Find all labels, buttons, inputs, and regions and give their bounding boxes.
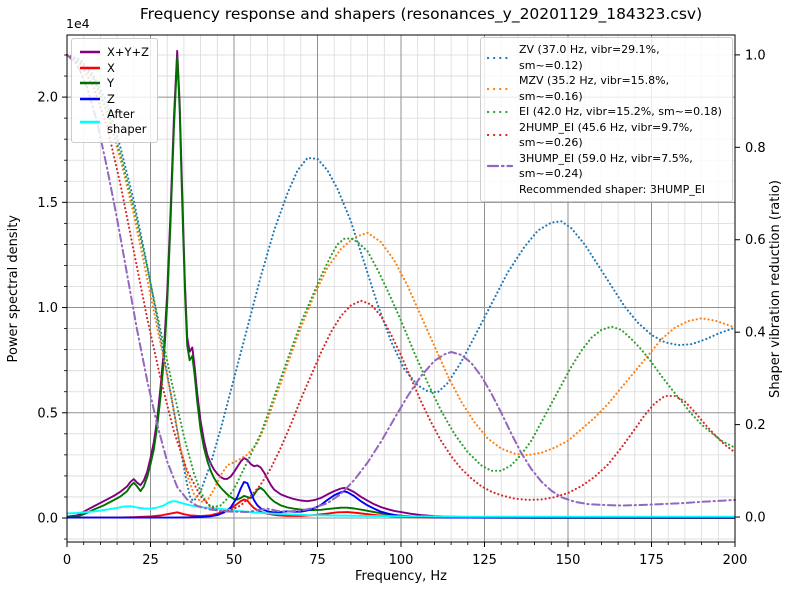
legend-item-label: X (107, 60, 115, 75)
tick-label: 0.2 (745, 418, 766, 433)
series-zv (65, 53, 737, 502)
series-2hump-ei (65, 53, 737, 513)
series-after-shaper (66, 500, 735, 518)
legend-swatch-empty (487, 186, 513, 192)
series-3hump-ei (66, 53, 736, 513)
tick-label: 200 (723, 553, 748, 568)
legend-item: Recommended shaper: 3HUMP_EI (487, 182, 726, 198)
tick-label: 0.8 (745, 141, 766, 156)
legend-line-swatch (80, 50, 100, 54)
tick-label: 0.5 (37, 406, 58, 421)
tick-label: 75 (309, 553, 326, 568)
tick-label: 100 (389, 553, 414, 568)
tick-label: 50 (226, 553, 243, 568)
legend-line-swatch (487, 133, 513, 137)
legend-item-label: 3HUMP_EI (59.0 Hz, vibr=7.5%, sm~=0.24) (519, 151, 693, 181)
legend-item: EI (42.0 Hz, vibr=15.2%, sm~=0.18) (487, 104, 726, 120)
legend-item-label: Y (107, 76, 115, 90)
series-y (66, 56, 735, 519)
series-x (67, 498, 736, 519)
legend-item-label: EI (42.0 Hz, vibr=15.2%, sm~=0.18) (519, 105, 722, 118)
legend-item-label: After shaper (107, 107, 147, 136)
legend-item-label: MZV (35.2 Hz, vibr=15.8%, sm~=0.16) (519, 74, 670, 103)
legend-item: X+Y+Z (79, 45, 149, 60)
legend-item: Y (79, 76, 149, 91)
x-axis-label: Frequency, Hz (354, 569, 448, 584)
legend-item-label: X+Y+Z (107, 45, 150, 59)
tick-label: 0.4 (745, 326, 766, 341)
legend-line-swatch (487, 56, 513, 59)
legend-item: Z (79, 92, 149, 107)
series (65, 49, 737, 519)
y-axis-offset-text: 1e4 (66, 16, 90, 31)
tick-label: 25 (142, 553, 159, 568)
series-mzv (65, 53, 737, 503)
tick-labels: 0 25 50 75 100 125 150 175 200 0.0 0.5 1.0 1.5 2.0 0.0… (37, 48, 765, 568)
legend-line-swatch (487, 110, 513, 113)
legend-item: MZV (35.2 Hz, vibr=15.8%, sm~=0.16) (487, 73, 726, 104)
right-y-axis-label: Shaper vibration reduction (ratio) (767, 179, 783, 398)
right-y-axis-label-wrap: Shaper vibration reduction (ratio) (762, 35, 788, 542)
legend-shapers: ZV (37.0 Hz, vibr=29.1%, sm~=0.12) MZV (3… (480, 37, 733, 202)
tick-label: 125 (472, 553, 497, 568)
legend-item: ZV (37.0 Hz, vibr=29.1%, sm~=0.12) (487, 42, 726, 73)
legend-item-label: 2HUMP_EI (45.6 Hz, vibr=9.7%, sm~=0.26) (519, 120, 693, 150)
tick-label: 0.0 (745, 511, 766, 526)
legend-line-swatch (487, 164, 513, 168)
legend-psd: X+Y+Z X Y Z After shaper (71, 38, 159, 143)
tick-label: 150 (556, 553, 581, 568)
tick-label: 0.6 (745, 233, 766, 248)
series-x-y-z (66, 49, 735, 519)
tick-label: 175 (639, 553, 664, 568)
legend-line-swatch (80, 66, 100, 70)
tick-label: 2.0 (37, 91, 58, 106)
legend-line-swatch (80, 81, 100, 85)
legend-item: After shaper (79, 107, 149, 136)
legend-line-swatch (487, 87, 513, 90)
legend-item: 3HUMP_EI (59.0 Hz, vibr=7.5%, sm~=0.24) (487, 151, 726, 182)
legend-item: X (79, 61, 149, 76)
tick-label: 1.5 (37, 196, 58, 211)
legend-item-label: Recommended shaper: 3HUMP_EI (519, 182, 705, 196)
chart-title: Frequency response and shapers (resonanc… (139, 5, 703, 23)
tick-label: 1.0 (37, 301, 58, 316)
tick-label: 0.0 (37, 512, 58, 527)
legend-line-swatch (80, 97, 100, 101)
tick-label: 0 (63, 553, 71, 568)
legend-line-swatch (80, 120, 100, 123)
series-ei (65, 53, 737, 508)
legend-item-label: Z (107, 91, 115, 106)
legend-item: 2HUMP_EI (45.6 Hz, vibr=9.7%, sm~=0.26) (487, 120, 726, 151)
tick-label: 1.0 (745, 48, 766, 63)
left-y-axis-label-wrap: Power spectral density (0, 35, 26, 542)
legend-item-label: ZV (37.0 Hz, vibr=29.1%, sm~=0.12) (519, 43, 660, 72)
tick-marks (62, 54, 740, 547)
left-y-axis-label: Power spectral density (5, 214, 21, 363)
